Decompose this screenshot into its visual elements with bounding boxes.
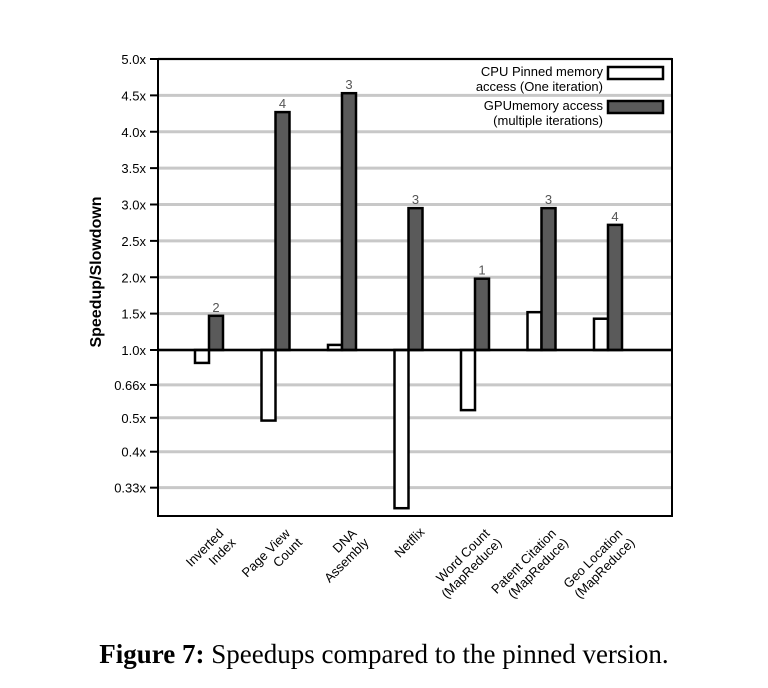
y-tick-label: 4.5x (121, 88, 146, 103)
bar (606, 223, 624, 352)
iteration-label: 3 (345, 77, 352, 92)
bar (207, 314, 225, 352)
y-tick-label: 3.0x (121, 198, 146, 213)
bar (274, 110, 291, 352)
y-tick-label: 0.33x (114, 481, 146, 496)
iteration-label: 3 (545, 192, 552, 207)
y-tick-label: 2.5x (121, 234, 146, 249)
x-tick-label: Netflix (391, 524, 427, 560)
y-tick-label: 0.66x (114, 378, 146, 393)
caption-text: Speedups compared to the pinned version. (211, 639, 668, 669)
y-tick-label: 3.5x (121, 161, 146, 176)
y-tick-label: 5.0x (121, 52, 146, 67)
y-tick-label: 4.0x (121, 125, 146, 140)
legend-label: CPU Pinned memory (481, 64, 604, 79)
x-tick-label-line: Netflix (391, 524, 427, 560)
legend-label: access (One iteration) (476, 79, 603, 94)
bar (393, 348, 410, 510)
bar (340, 91, 358, 352)
bar (526, 310, 543, 352)
bar (473, 277, 491, 352)
plot-frame (157, 58, 673, 517)
iteration-label: 2 (212, 300, 219, 315)
iteration-label: 1 (478, 263, 485, 278)
bar (540, 206, 557, 352)
x-tick-label: Geo Location(MapReduce) (560, 526, 637, 601)
y-tick-label: 1.0x (121, 343, 146, 358)
caption: Figure 7: Speedups compared to the pinne… (99, 639, 668, 669)
y-tick-label: 0.5x (121, 411, 146, 426)
bar (260, 348, 277, 422)
y-tick-label: 1.5x (121, 307, 146, 322)
legend-label: (multiple iterations) (493, 113, 603, 128)
y-tick-label: 2.0x (121, 270, 146, 285)
iteration-label: 3 (412, 192, 419, 207)
legend-label: GPUmemory access (484, 98, 604, 113)
bar (592, 317, 610, 352)
y-axis-title: Speedup/Slowdown (88, 196, 105, 347)
iteration-label: 4 (611, 209, 618, 224)
legend-swatch (606, 99, 665, 115)
x-tick-label: Patent Citation(MapReduce) (488, 526, 571, 601)
y-tick-label: 0.4x (121, 445, 146, 460)
bar (459, 348, 477, 412)
caption-label: Figure 7: (99, 639, 204, 669)
legend-swatch (606, 65, 665, 81)
bar (407, 206, 424, 352)
bar (193, 348, 211, 365)
iteration-label: 4 (279, 96, 286, 111)
